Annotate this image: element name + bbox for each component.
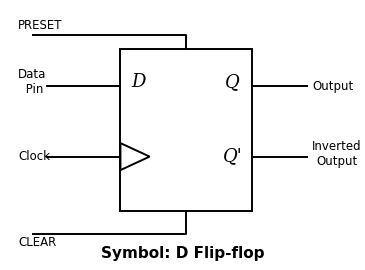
- Text: Clock: Clock: [18, 150, 50, 163]
- Text: Inverted
Output: Inverted Output: [312, 140, 362, 168]
- Text: Data
 Pin: Data Pin: [18, 68, 47, 96]
- Text: PRESET: PRESET: [18, 19, 63, 32]
- Text: Symbol: D Flip-flop: Symbol: D Flip-flop: [101, 245, 264, 261]
- Text: CLEAR: CLEAR: [18, 237, 57, 249]
- Text: Q: Q: [224, 73, 239, 91]
- Text: Q': Q': [223, 148, 243, 166]
- Text: Output: Output: [312, 80, 353, 93]
- Text: D: D: [131, 73, 146, 91]
- Bar: [120, 49, 252, 211]
